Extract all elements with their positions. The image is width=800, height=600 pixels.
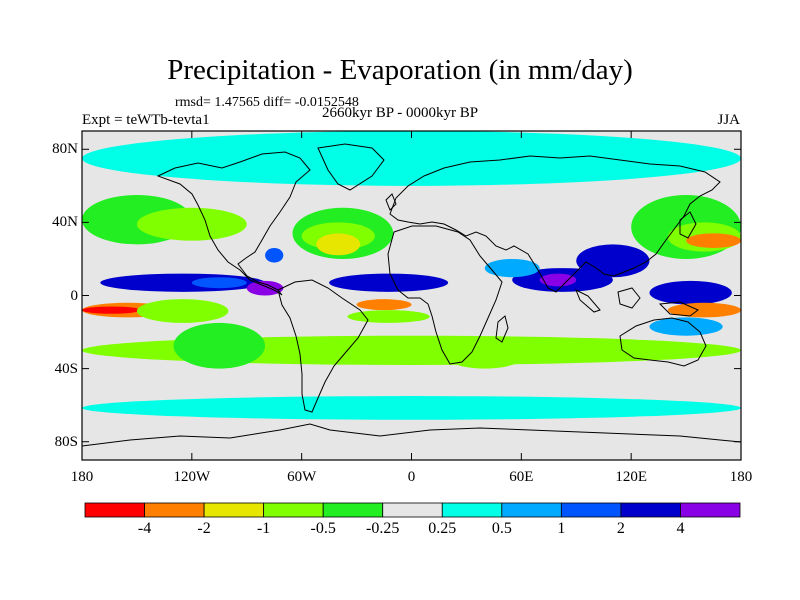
coastline-africa xyxy=(387,225,503,365)
latitude-label: 40N xyxy=(52,214,78,231)
longitude-label: 120W xyxy=(173,469,211,485)
field-anomaly-patch xyxy=(649,317,723,336)
latitude-label: 0 xyxy=(70,287,79,304)
field-anomaly-patch xyxy=(136,299,229,323)
field-anomaly-patch xyxy=(686,233,741,248)
coastline-madagascar xyxy=(495,315,509,343)
field-anomaly-patch xyxy=(576,244,650,278)
colorbar-label: 2 xyxy=(616,520,625,537)
field-anomaly-patch xyxy=(667,302,741,318)
colorbar-label: 0.25 xyxy=(428,520,457,537)
field-anomaly-patch xyxy=(82,306,141,314)
field-anomaly-patch xyxy=(316,233,361,256)
field-anomaly-patch xyxy=(329,273,449,292)
field-anomaly-patch xyxy=(246,280,284,296)
longitude-label: 120E xyxy=(615,469,647,485)
coastline-antarctica xyxy=(81,423,742,447)
colorbar-label: -4 xyxy=(137,520,152,537)
tick-marks xyxy=(81,131,742,460)
season-label: JJA xyxy=(717,112,740,128)
longitude-label: 0 xyxy=(407,469,416,485)
colorbar-label: 4 xyxy=(676,520,685,537)
field-layer xyxy=(82,131,741,460)
colorbar-swatch xyxy=(382,502,443,518)
colorbar-label: -0.25 xyxy=(366,520,400,537)
coastline-layer xyxy=(81,143,742,447)
colorbar-swatch xyxy=(322,502,384,518)
longitude-label: 60E xyxy=(509,469,534,485)
field-anomaly-patch xyxy=(484,258,540,278)
colorbar-swatch xyxy=(84,502,145,518)
coastline-uk xyxy=(385,193,397,211)
colorbar-label: -1 xyxy=(256,520,271,537)
coastline-australia xyxy=(619,317,707,367)
field-anomaly-patch xyxy=(356,299,412,311)
colorbar-swatch xyxy=(680,502,741,518)
coastline-japan xyxy=(679,211,697,239)
coastline-borneo xyxy=(617,287,641,309)
colorbar xyxy=(84,502,741,518)
field-anomaly-patch xyxy=(347,310,430,323)
coastline-south-america xyxy=(277,279,369,413)
coastline-new-guinea xyxy=(658,301,699,317)
coastline-eurasia xyxy=(389,155,721,293)
longitude-label: 180 xyxy=(70,469,94,485)
coastline-north-america xyxy=(156,151,311,296)
field-anomaly-patch xyxy=(265,247,284,263)
period-label: 2660kyr BP - 0000kyr BP xyxy=(322,105,479,121)
colorbar-swatch xyxy=(203,502,265,518)
statistics-text: rmsd= 1.47565 diff= -0.0152548 xyxy=(175,95,359,110)
longitude-label: 60W xyxy=(287,469,317,485)
coastline-sumatra xyxy=(575,288,601,313)
latitude-label: 80S xyxy=(54,433,78,450)
map-title: Precipitation - Evaporation (in mm/day) xyxy=(167,54,633,86)
latitude-label: 40S xyxy=(54,360,78,377)
field-anomaly-patch xyxy=(82,396,741,420)
coastline-greenland xyxy=(317,143,385,191)
field-anomaly-patch xyxy=(539,273,577,287)
field-anomaly-patch xyxy=(448,346,522,369)
colorbar-label: -0.5 xyxy=(310,520,336,537)
experiment-label: Expt = teWTb-tevta1 xyxy=(82,112,210,128)
colorbar-swatch xyxy=(560,502,622,518)
field-anomaly-patch xyxy=(191,277,247,289)
colorbar-swatch xyxy=(501,502,562,518)
colorbar-swatch xyxy=(144,502,205,518)
colorbar-swatch xyxy=(441,502,503,518)
colorbar-swatch xyxy=(263,502,324,518)
field-anomaly-patch xyxy=(173,322,266,369)
field-anomaly-patch xyxy=(649,280,732,305)
field-anomaly-patch xyxy=(136,207,247,241)
longitude-label: 180 xyxy=(729,469,753,485)
colorbar-label: 1 xyxy=(557,520,566,537)
colorbar-label: 0.5 xyxy=(491,520,512,537)
colorbar-swatch xyxy=(620,502,681,518)
latitude-label: 80N xyxy=(52,141,78,158)
colorbar-label: -2 xyxy=(197,520,211,537)
field-anomaly-patch xyxy=(82,131,741,186)
